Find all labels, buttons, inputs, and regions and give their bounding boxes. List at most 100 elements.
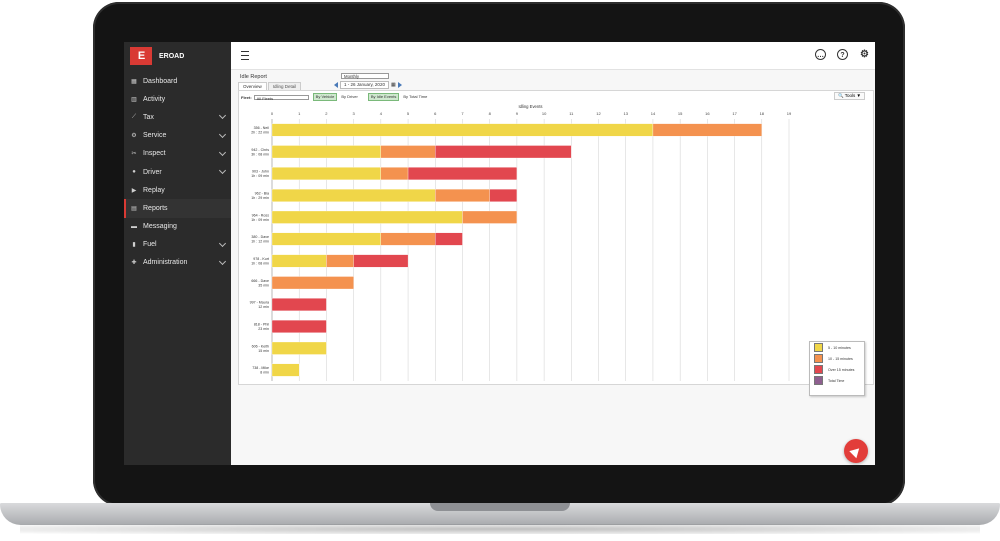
sidebar-item-label: Fuel: [143, 241, 157, 249]
bar-segment: [271, 341, 327, 355]
replay-icon: ▶: [131, 187, 137, 194]
group-by-idle-events[interactable]: By Idle Events: [367, 93, 400, 101]
bar-segment: [326, 254, 354, 268]
category-time: 1h : 12 min: [251, 240, 269, 244]
group-by-total-time[interactable]: By Total Time: [403, 94, 428, 99]
sidebar-item-service[interactable]: ⚙ Service: [124, 127, 231, 145]
group-by-driver[interactable]: By Driver: [341, 94, 358, 99]
app-screen: E EROAD ▦ Dashboard ▥ Activity ⟋ Tax ⚙ Service ✂…: [124, 42, 875, 465]
x-tick-label: 17: [732, 111, 737, 116]
sidebar-item-administration[interactable]: ✚ Administration: [124, 254, 231, 272]
bar-segment: [489, 189, 518, 202]
x-tick-label: 18: [760, 111, 765, 116]
date-range[interactable]: 1 - 26 January, 2020: [340, 81, 389, 89]
x-tick-label: 10: [542, 111, 547, 116]
prev-period-icon[interactable]: [334, 82, 338, 88]
brand[interactable]: E EROAD: [130, 47, 184, 65]
bar-segment: [407, 167, 518, 180]
legend-item[interactable]: Over 15 minutes: [810, 364, 864, 375]
category-label: 978 - Kurt: [253, 257, 269, 261]
sidebar-item-inspect[interactable]: ✂ Inspect: [124, 145, 231, 163]
bar-segment: [380, 145, 436, 159]
x-tick-label: 11: [569, 111, 574, 116]
category-time: 2h : 22 min: [251, 130, 269, 134]
category-label: 356 - Neil: [254, 126, 270, 130]
category-time: 15 min: [258, 349, 269, 353]
sidebar-item-label: Messaging: [143, 223, 177, 231]
period-select[interactable]: Monthly: [341, 73, 389, 79]
x-tick-label: 2: [325, 111, 328, 116]
sidebar: E EROAD ▦ Dashboard ▥ Activity ⟋ Tax ⚙ Service ✂…: [124, 42, 231, 465]
sidebar-item-fuel[interactable]: ▮ Fuel: [124, 236, 231, 254]
bar-segment: [271, 276, 354, 290]
bar-segment: [380, 167, 409, 180]
category-time: 8 min: [260, 371, 269, 375]
report-panel: Fleet: All Fleets By Vehicle By Driver B…: [238, 90, 874, 396]
eroad-logo-icon: E: [130, 47, 152, 65]
bar-segment: [271, 298, 327, 311]
service-icon: ⚙: [131, 133, 137, 140]
sidebar-item-activity[interactable]: ▥ Activity: [124, 90, 231, 108]
bar-segment: [271, 254, 327, 268]
category-label: 903 - John: [252, 170, 269, 174]
sidebar-item-replay[interactable]: ▶ Replay: [124, 181, 231, 199]
category-label: 964 - Ross: [252, 213, 270, 217]
chart-legend: 5 - 10 minutes 10 - 15 minutes Over 15 min…: [809, 341, 865, 396]
topbar: … ? ⚙: [231, 42, 875, 70]
sidebar-item-label: Activity: [143, 95, 166, 103]
feedback-button[interactable]: [844, 439, 868, 463]
sidebar-item-dashboard[interactable]: ▦ Dashboard: [124, 72, 231, 90]
category-label: 962 - Bia: [255, 191, 269, 195]
next-period-icon[interactable]: [397, 82, 402, 88]
activity-icon: ▥: [131, 96, 137, 103]
sidebar-item-label: Tax: [143, 113, 154, 121]
category-label: 738 - Mike: [252, 366, 269, 370]
sidebar-item-label: Reports: [143, 204, 168, 212]
group-by-vehicle[interactable]: By Vehicle: [312, 93, 338, 101]
x-tick-label: 8: [489, 111, 492, 116]
bar-segment: [435, 189, 490, 202]
bar-segment: [462, 210, 518, 224]
x-tick-label: 7: [461, 111, 464, 116]
category-label: 942 - Chris: [251, 148, 269, 152]
bar-segment: [271, 189, 436, 202]
category-label: 818 - Phil: [254, 322, 269, 326]
sidebar-item-reports[interactable]: ▤ Reports: [124, 199, 231, 218]
fleet-select[interactable]: All Fleets: [253, 94, 309, 101]
legend-item[interactable]: 10 - 15 minutes: [810, 353, 864, 364]
x-tick-label: 16: [705, 111, 710, 116]
sidebar-item-label: Service: [143, 132, 167, 140]
menu-toggle-icon[interactable]: [241, 51, 249, 60]
x-tick-label: 12: [596, 111, 601, 116]
brand-name: EROAD: [159, 52, 185, 60]
category-label: 666 - Dave: [251, 279, 269, 283]
legend-swatch: [814, 365, 823, 374]
legend-label: 10 - 15 minutes: [828, 356, 853, 361]
legend-swatch: [814, 376, 823, 385]
bar-segment: [380, 232, 436, 246]
help-icon[interactable]: ?: [837, 49, 848, 60]
legend-item[interactable]: 5 - 10 minutes: [810, 342, 864, 353]
sidebar-item-tax[interactable]: ⟋ Tax: [124, 108, 231, 126]
x-tick-label: 1: [298, 111, 301, 116]
fleet-label: Fleet:: [241, 94, 252, 100]
filter-row: Fleet: All Fleets By Vehicle By Driver B…: [241, 93, 431, 101]
legend-label: 5 - 10 minutes: [828, 345, 851, 350]
sidebar-nav: ▦ Dashboard ▥ Activity ⟋ Tax ⚙ Service ✂ Inspect ●…: [124, 72, 231, 272]
laptop-shadow: [20, 524, 980, 534]
main-content: Idle Report Overview Idling Detail Month…: [231, 70, 875, 465]
settings-icon[interactable]: ⚙: [860, 49, 869, 60]
legend-item[interactable]: Total Time: [810, 375, 864, 386]
sidebar-item-driver[interactable]: ● Driver: [124, 163, 231, 181]
tools-button[interactable]: 🔍 Tools ▼: [834, 92, 865, 100]
chat-icon[interactable]: …: [815, 49, 826, 60]
calendar-icon[interactable]: ▦: [390, 82, 396, 88]
sidebar-item-messaging[interactable]: ▬ Messaging: [124, 218, 231, 236]
chevron-down-icon: [218, 257, 227, 265]
chevron-down-icon: [218, 112, 227, 120]
bar-segment: [271, 210, 463, 224]
bar-segment: [271, 123, 654, 137]
x-tick-label: 6: [434, 111, 437, 116]
page-title: Idle Report: [240, 74, 267, 80]
laptop-base: [0, 503, 1000, 525]
